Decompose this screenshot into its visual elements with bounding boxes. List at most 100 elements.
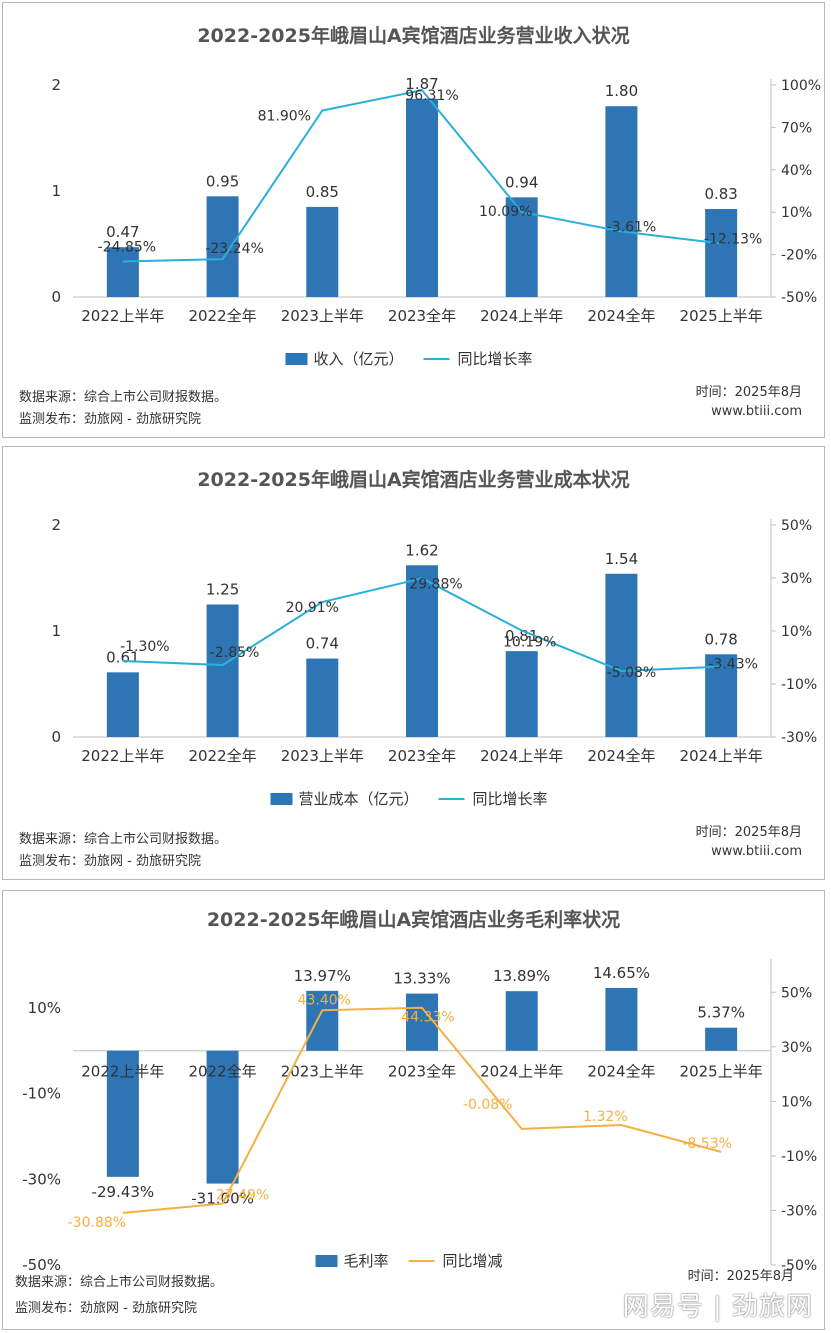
legend-swatch-bar [270,793,293,805]
category-tick-label: 2024全年 [587,307,655,325]
bar-value-label: 0.83 [704,185,737,203]
bar-value-label: 0.74 [306,635,339,653]
line-value-label: 96.31% [405,88,458,104]
bar [705,1027,738,1051]
bar [206,1050,239,1184]
line-value-label: 20.91% [286,600,339,616]
bar-value-label: 1.87 [405,75,438,93]
legend-swatch-bar [315,1255,338,1267]
left-axis-tick-label: 0 [51,288,61,306]
line-value-label: -5.08% [607,665,657,681]
line-value-label: 10.19% [503,634,556,650]
right-axis-tick-label: 100% [781,78,821,94]
cost-chart-panel: 2022-2025年峨眉山A宾馆酒店业务营业成本状况 0 1 2 -30% -10% 10… [2,446,825,880]
category-tick-label: 2023全年 [388,307,456,325]
line-value-label: 1.32% [583,1109,627,1125]
line-value-label: -30.88% [68,1215,126,1231]
bar-value-label: 0.78 [704,630,737,648]
bar [705,209,738,297]
line-value-label: -12.13% [704,231,762,247]
bar [406,565,438,737]
category-tick-label: 2025上半年 [680,307,763,325]
right-axis-tick-label: -50% [781,290,817,306]
bar-value-label: 13.97% [294,967,351,985]
bar-value-label: 1.25 [206,581,239,599]
source-note: 数据来源：综合上市公司财报数据。 [15,1275,224,1290]
publisher-note: 监测发布：劲旅网 - 劲旅研究院 [19,412,201,427]
source-note: 数据来源：综合上市公司财报数据。 [19,390,228,405]
revenue-chart-panel: 2022-2025年峨眉山A宾馆酒店业务营业收入状况 0 1 2 -50% -20% 10… [2,2,825,438]
chart-title: 2022-2025年峨眉山A宾馆酒店业务营业成本状况 [197,469,630,491]
line-value-label: 81.90% [258,109,311,125]
publisher-note: 监测发布：劲旅网 - 劲旅研究院 [19,854,201,869]
right-axis-tick-label: 30% [781,1040,812,1056]
date-note: 时间：2025年8月 [687,1269,794,1284]
category-tick-label: 2025上半年 [680,1063,763,1081]
bar [306,990,339,1051]
left-axis-tick-label: 1 [51,182,61,200]
category-tick-label: 2022全年 [188,307,256,325]
watermark: 网易号 | 劲旅网 [622,1292,813,1322]
bar-value-label: 0.94 [505,173,538,191]
bar [106,672,139,737]
line-value-label: 44.33% [401,1010,454,1026]
line-value-label: -2.85% [210,645,260,661]
chart-title: 2022-2025年峨眉山A宾馆酒店业务毛利率状况 [206,909,621,931]
legend-label: 收入（亿元） [314,350,404,368]
bar-value-label: -31.00% [191,1190,254,1208]
right-axis-tick-label: 10% [781,1094,812,1110]
bar [605,573,638,737]
category-tick-label: 2024上半年 [480,307,563,325]
right-axis-tick-label: -30% [781,1203,817,1219]
category-tick-label: 2022上半年 [81,747,164,765]
line-value-label: -24.85% [98,239,156,255]
left-axis-tick-label: 2 [51,516,61,534]
category-tick-label: 2024上半年 [480,747,563,765]
bar-value-label: 0.95 [206,172,239,190]
bar [605,987,638,1051]
bar-value-label: 0.85 [306,183,339,201]
left-axis-tick-label: 1 [51,622,61,640]
line-value-label: 10.09% [479,204,532,220]
bar-value-label: 13.33% [393,970,450,988]
right-axis-tick-label: 40% [781,163,812,179]
line-value-label: -3.43% [708,657,758,673]
category-tick-label: 2023全年 [388,1063,456,1081]
website-note: www.btiii.com [711,404,802,419]
category-tick-label: 2024全年 [587,1063,655,1081]
date-note: 时间：2025年8月 [695,825,802,840]
category-tick-label: 2023上半年 [281,1063,364,1081]
left-axis-tick-label: -10% [22,1085,61,1103]
right-axis-tick-label: 50% [781,518,812,534]
category-tick-label: 2022全年 [188,747,256,765]
right-axis-tick-label: 30% [781,571,812,587]
right-axis-tick-label: 10% [781,624,812,640]
legend: 收入（亿元） 同比增长率 [285,350,533,368]
cost-chart: 012-30%-10%10%30%50%0.611.250.741.620.81… [51,516,817,808]
legend: 毛利率 同比增减 [315,1252,503,1270]
category-tick-label: 2024上半年 [680,747,763,765]
bar-value-label: -29.43% [92,1183,155,1201]
bar [505,991,538,1051]
bar [505,651,538,737]
left-axis-tick-label: -30% [22,1170,61,1188]
line-value-label: -1.30% [120,639,170,655]
bar-value-label: 13.89% [493,967,550,985]
right-axis-tick-label: 70% [781,120,812,136]
source-note: 数据来源：综合上市公司财报数据。 [19,832,228,847]
bar-value-label: 1.62 [405,541,438,559]
bar [605,106,638,297]
right-axis-tick-label: 10% [781,205,812,221]
bar-value-label: 0.81 [505,627,538,645]
legend-swatch-bar [285,353,308,365]
growth-line [122,89,722,263]
publisher-note: 监测发布：劲旅网 - 劲旅研究院 [15,1301,197,1316]
line-value-label: 43.40% [298,992,351,1008]
bar [206,604,239,737]
legend-label: 同比增长率 [458,350,533,368]
right-axis-tick-label: -10% [781,677,817,693]
left-axis-tick-label: -50% [22,1256,61,1274]
bar [406,98,438,297]
bar-value-label: 1.80 [605,82,638,100]
chart-title: 2022-2025年峨眉山A宾馆酒店业务营业收入状况 [197,25,630,47]
